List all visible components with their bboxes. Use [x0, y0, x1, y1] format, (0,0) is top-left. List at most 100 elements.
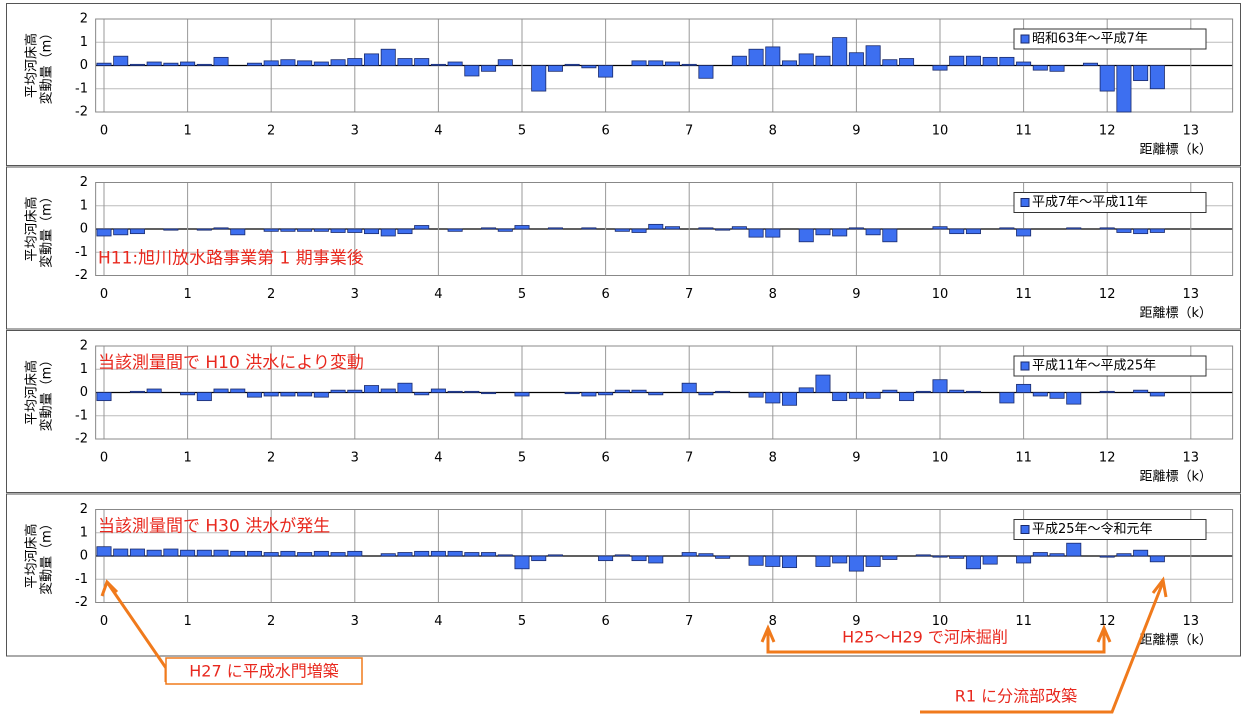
bar [163, 62, 179, 66]
x-tick-label: 7 [685, 124, 693, 139]
bar [330, 552, 346, 557]
annotation: 当該測量間で H10 洪水により変動 [98, 353, 364, 373]
legend-swatch [1020, 198, 1030, 207]
bar [397, 382, 413, 393]
bar [464, 390, 480, 393]
bar [899, 58, 915, 66]
callout-box [165, 657, 363, 685]
x-tick-label: 2 [267, 287, 275, 302]
x-tick-label: 6 [601, 287, 609, 302]
x-tick-label: 9 [852, 614, 860, 629]
bar [313, 392, 329, 398]
bar [481, 227, 497, 230]
bar [347, 550, 363, 557]
bar [146, 549, 162, 557]
x-tick-label: 1 [183, 287, 191, 302]
bar [129, 390, 145, 393]
x-tick-label: 2 [267, 614, 275, 629]
bar [1032, 65, 1048, 71]
bar [631, 555, 647, 562]
x-axis-label: 距離標（k） [1139, 306, 1212, 321]
bar [782, 555, 798, 569]
bar [129, 228, 145, 235]
arrow [766, 632, 1106, 654]
bar [531, 65, 547, 92]
bar [1082, 62, 1098, 66]
bar [397, 58, 413, 66]
y-tick-label: 2 [80, 339, 88, 354]
bar [246, 550, 262, 557]
bar [180, 392, 196, 396]
bar [447, 390, 463, 393]
x-tick-label: 3 [351, 614, 359, 629]
bar [865, 392, 881, 399]
bar [648, 392, 664, 396]
bar [230, 228, 246, 236]
legend-box [1013, 28, 1207, 50]
x-tick-label: 11 [1015, 287, 1032, 302]
bar [447, 550, 463, 557]
bar [347, 228, 363, 233]
bar [782, 60, 798, 66]
bar [848, 227, 864, 230]
bar [414, 225, 430, 230]
bar [230, 388, 246, 393]
x-tick-label: 3 [351, 451, 359, 466]
bar [380, 228, 396, 237]
bar [397, 228, 413, 235]
bar [815, 228, 831, 236]
x-tick-label: 6 [601, 124, 609, 139]
arrow-head [100, 579, 119, 597]
x-tick-label: 3 [351, 124, 359, 139]
bar [999, 227, 1015, 230]
bar [414, 58, 430, 66]
bar [1133, 228, 1149, 235]
legend-label: 昭和63年～平成7年 [1032, 32, 1148, 47]
bar [999, 392, 1015, 404]
bar [965, 228, 981, 235]
bar [882, 389, 898, 393]
bar [113, 228, 129, 236]
bar [915, 554, 931, 557]
bar [364, 228, 380, 235]
bar [715, 228, 731, 231]
x-tick-label: 4 [434, 614, 442, 629]
x-tick-label: 0 [100, 614, 108, 629]
y-tick-label: -1 [75, 81, 88, 96]
x-axis-label: 距離標（k） [1139, 143, 1212, 158]
x-tick-label: 1 [183, 614, 191, 629]
bar [497, 554, 513, 557]
bar [481, 392, 497, 395]
bar [146, 61, 162, 66]
bar [1032, 552, 1048, 557]
bar [297, 392, 313, 397]
y-tick-label: -2 [75, 268, 88, 283]
bar [1066, 542, 1082, 557]
arrow-head [1151, 576, 1168, 598]
bar [1032, 392, 1048, 397]
bar [865, 555, 881, 567]
bar [213, 388, 229, 393]
bar [965, 390, 981, 393]
bar [280, 550, 296, 557]
y-tick-label: 0 [80, 58, 88, 73]
x-tick-label: 8 [769, 614, 777, 629]
bar [246, 62, 262, 66]
bar [447, 61, 463, 66]
bar [129, 548, 145, 557]
x-tick-label: 4 [434, 287, 442, 302]
bar [497, 228, 513, 232]
bar [263, 552, 279, 557]
bar [1099, 65, 1115, 92]
x-tick-label: 5 [518, 451, 526, 466]
legend-label: 平成25年～令和元年 [1032, 522, 1153, 537]
arrow-head [1096, 624, 1112, 643]
bar [798, 387, 814, 393]
bar [681, 63, 697, 66]
bar [748, 392, 764, 398]
bar [481, 552, 497, 557]
bar [180, 549, 196, 557]
bar [547, 65, 563, 72]
bar [832, 37, 848, 66]
bar [547, 227, 563, 230]
